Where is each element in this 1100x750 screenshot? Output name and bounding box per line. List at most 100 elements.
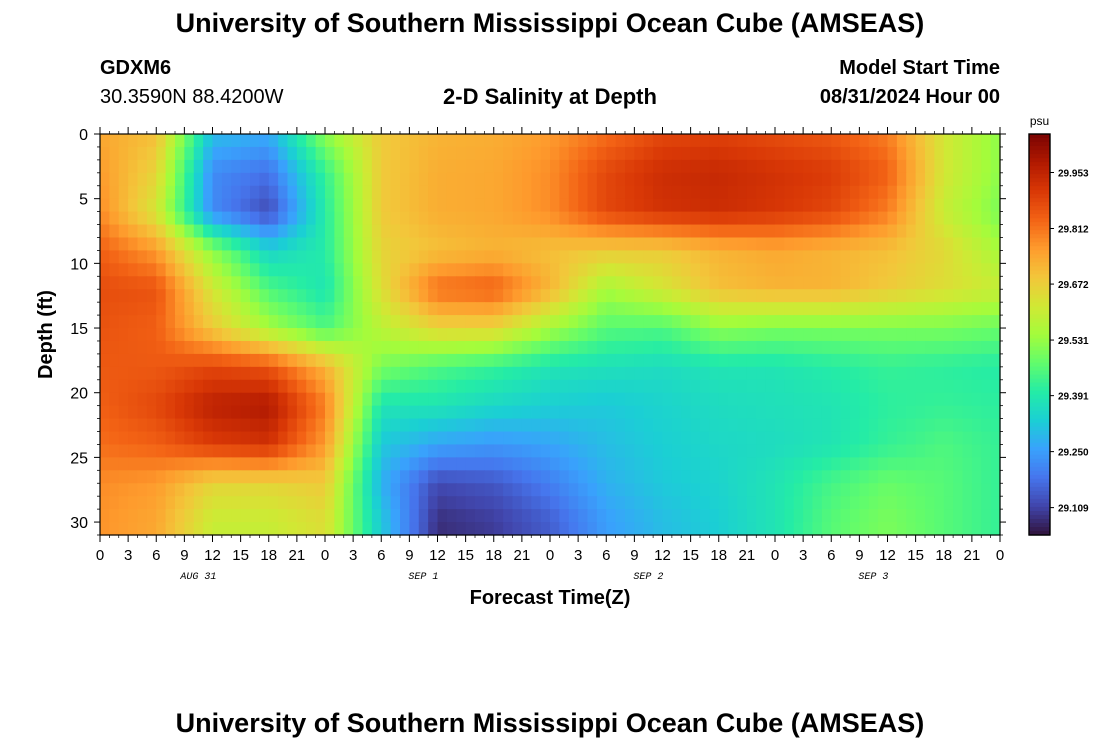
- heatmap-cell: [437, 302, 448, 316]
- heatmap-cell: [943, 509, 954, 523]
- heatmap-cell: [784, 418, 795, 433]
- heatmap-cell: [268, 418, 279, 433]
- heatmap-cell: [634, 289, 645, 303]
- colorbar-segment: [1029, 514, 1050, 520]
- heatmap-cell: [887, 134, 898, 148]
- heatmap-cell: [662, 405, 673, 420]
- heatmap-cell: [475, 211, 485, 226]
- heatmap-cell: [203, 457, 214, 471]
- heatmap-cell: [746, 224, 757, 239]
- heatmap-cell: [831, 172, 842, 187]
- heatmap-cell: [296, 172, 307, 187]
- heatmap-cell: [446, 418, 457, 433]
- heatmap-cell: [625, 134, 635, 148]
- heatmap-cell: [559, 496, 570, 510]
- heatmap-cell: [700, 172, 710, 187]
- heatmap-cell: [156, 405, 167, 420]
- heatmap-cell: [793, 353, 804, 368]
- heatmap-cell: [287, 263, 298, 277]
- heatmap-cell: [259, 379, 270, 394]
- heatmap-cell: [962, 379, 973, 394]
- heatmap-cell: [193, 237, 204, 252]
- heatmap-cell: [503, 263, 514, 277]
- heatmap-cell: [146, 315, 157, 329]
- heatmap-cell: [278, 276, 289, 290]
- heatmap-cell: [493, 392, 504, 407]
- heatmap-cell: [568, 483, 579, 497]
- heatmap-cell: [100, 405, 110, 420]
- heatmap-cell: [681, 418, 692, 433]
- heatmap-cell: [821, 340, 832, 355]
- heatmap-cell: [831, 418, 842, 433]
- heatmap-cell: [925, 483, 935, 497]
- x-tick-label: 18: [260, 547, 277, 564]
- heatmap-cell: [446, 405, 457, 420]
- heatmap-cell: [137, 224, 148, 239]
- heatmap-cell: [634, 509, 645, 523]
- heatmap-cell: [868, 276, 879, 290]
- heatmap-cell: [503, 418, 514, 433]
- heatmap-cell: [381, 185, 392, 200]
- heatmap-cell: [175, 457, 185, 471]
- heatmap-cell: [278, 483, 289, 497]
- colorbar-segment: [1029, 326, 1050, 332]
- heatmap-cell: [850, 276, 860, 290]
- heatmap-cell: [353, 509, 364, 523]
- heatmap-cell: [203, 237, 214, 252]
- heatmap-cell: [859, 315, 870, 329]
- heatmap-cell: [606, 509, 617, 523]
- heatmap-cell: [803, 340, 814, 355]
- heatmap-cell: [906, 522, 917, 536]
- heatmap-cell: [475, 276, 485, 290]
- heatmap-cell: [306, 302, 317, 316]
- heatmap-cell: [953, 159, 964, 174]
- heatmap-cell: [896, 172, 907, 187]
- heatmap-cell: [850, 328, 860, 342]
- heatmap-cell: [887, 405, 898, 420]
- heatmap-cell: [128, 289, 139, 303]
- heatmap-cell: [428, 483, 439, 497]
- heatmap-cell: [400, 392, 410, 407]
- heatmap-cell: [531, 379, 542, 394]
- heatmap-cell: [400, 224, 410, 239]
- heatmap-cell: [296, 263, 307, 277]
- heatmap-cell: [268, 172, 279, 187]
- heatmap-cell: [278, 328, 289, 342]
- heatmap-cell: [840, 328, 851, 342]
- heatmap-cell: [943, 431, 954, 446]
- heatmap-cell: [371, 470, 382, 484]
- heatmap-cell: [962, 211, 973, 226]
- heatmap-cell: [221, 470, 232, 484]
- heatmap-cell: [953, 224, 964, 239]
- heatmap-cell: [475, 185, 485, 200]
- heatmap-cell: [512, 392, 523, 407]
- heatmap-cell: [278, 522, 289, 536]
- heatmap-cell: [203, 509, 214, 523]
- heatmap-cell: [231, 457, 242, 471]
- heatmap-cell: [531, 289, 542, 303]
- heatmap-cell: [709, 405, 720, 420]
- heatmap-cell: [550, 134, 560, 148]
- heatmap-cell: [728, 172, 739, 187]
- heatmap-cell: [118, 379, 129, 394]
- x-tick-label: 0: [996, 547, 1004, 564]
- heatmap-cell: [971, 470, 982, 484]
- heatmap-cell: [887, 353, 898, 368]
- heatmap-cell: [906, 496, 917, 510]
- heatmap-cell: [634, 496, 645, 510]
- heatmap-cell: [700, 379, 710, 394]
- colorbar-segment: [1029, 182, 1050, 187]
- colorbar-tick-label: 29.250: [1058, 448, 1089, 459]
- heatmap-cell: [718, 134, 729, 148]
- heatmap-cell: [896, 224, 907, 239]
- heatmap-cell: [231, 340, 242, 355]
- heatmap-cell: [756, 211, 767, 226]
- heatmap-cell: [681, 366, 692, 381]
- heatmap-cell: [428, 146, 439, 161]
- heatmap-cell: [821, 198, 832, 213]
- heatmap-cell: [250, 250, 260, 264]
- colorbar-segment: [1029, 490, 1050, 496]
- heatmap-cell: [118, 134, 129, 148]
- heatmap-cell: [540, 250, 551, 264]
- heatmap-cell: [840, 250, 851, 264]
